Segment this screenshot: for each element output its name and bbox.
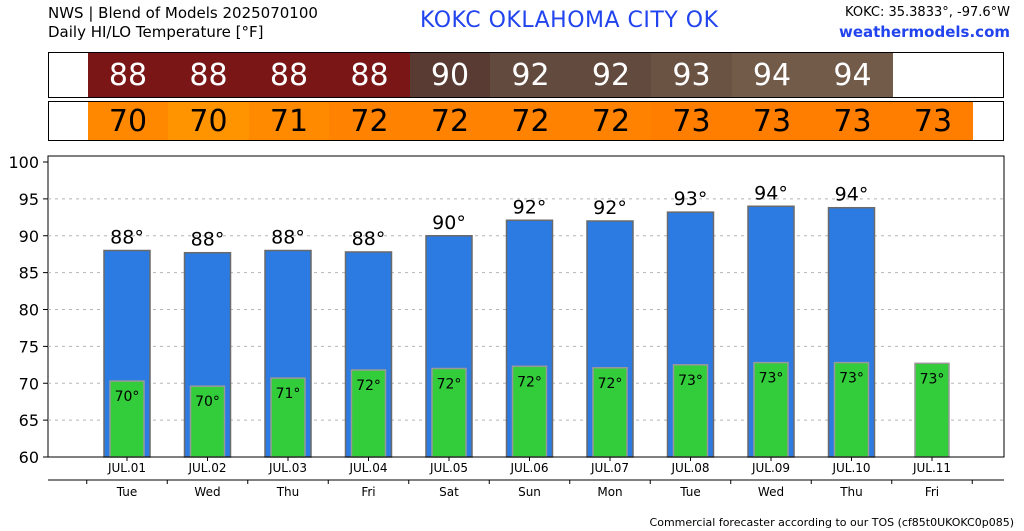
low-temp-cell: 72 xyxy=(490,102,571,140)
x-day-label: Thu xyxy=(839,485,863,499)
high-temp-label: 92° xyxy=(593,197,627,219)
low-temp-cell: 72 xyxy=(329,102,410,140)
low-temp-label: 72° xyxy=(437,377,462,393)
y-tick-label: 100 xyxy=(8,153,39,172)
high-temp-cell: 93 xyxy=(651,53,732,97)
x-day-label: Mon xyxy=(597,485,622,499)
high-temp-cell: 88 xyxy=(168,53,249,97)
high-temp-label: 93° xyxy=(674,188,708,210)
high-temp-cell xyxy=(892,53,974,97)
y-tick-label: 65 xyxy=(19,411,39,430)
high-temp-label: 90° xyxy=(432,212,466,234)
low-temp-cell: 70 xyxy=(87,102,169,140)
high-temp-cell: 92 xyxy=(490,53,571,97)
x-date-label: JUL.01 xyxy=(107,461,146,475)
x-date-label: JUL.10 xyxy=(831,461,870,475)
high-temp-label: 94° xyxy=(754,182,788,204)
high-temp-cell: 90 xyxy=(409,53,491,97)
high-temp-label: 88° xyxy=(110,227,144,249)
high-temp-label: 88° xyxy=(191,229,225,251)
x-day-label: Sat xyxy=(439,485,459,499)
low-temp-label: 73° xyxy=(920,371,945,387)
low-temp-label: 73° xyxy=(839,371,864,387)
low-temp-cell: 72 xyxy=(570,102,652,140)
low-temp-strip: 70 70 71 72 72 72 72 73 73 73 73 xyxy=(48,101,1004,141)
x-date-label: JUL.08 xyxy=(670,461,709,475)
y-tick-label: 95 xyxy=(19,190,39,209)
high-temp-cell: 94 xyxy=(731,53,813,97)
low-temp-cell: 71 xyxy=(248,102,330,140)
x-date-label: JUL.07 xyxy=(590,461,629,475)
x-day-label: Thu xyxy=(276,485,300,499)
low-temp-cell: 72 xyxy=(409,102,491,140)
station-coordinates: KOKC: 35.3833°, -97.6°W xyxy=(845,5,1010,20)
high-temp-cell: 94 xyxy=(812,53,893,97)
low-temp-label: 72° xyxy=(598,376,623,392)
low-temp-cell: 73 xyxy=(651,102,732,140)
x-day-label: Fri xyxy=(361,485,375,499)
low-temp-bar xyxy=(592,367,628,458)
low-temp-label: 73° xyxy=(759,371,784,387)
low-temp-label: 72° xyxy=(517,374,542,390)
chart-title: NWS | Blend of Models 2025070100 xyxy=(48,4,318,22)
high-temp-cell: 88 xyxy=(329,53,410,97)
site-link[interactable]: weathermodels.com xyxy=(838,23,1010,41)
low-temp-bar xyxy=(511,365,548,458)
y-tick-label: 60 xyxy=(19,448,39,467)
low-temp-label: 70° xyxy=(115,389,140,405)
x-date-label: JUL.09 xyxy=(751,461,790,475)
high-temp-strip: 88 88 88 88 90 92 92 93 94 94 xyxy=(48,52,1004,98)
x-day-label: Tue xyxy=(116,485,138,499)
x-day-label: Wed xyxy=(758,485,784,499)
high-temp-label: 92° xyxy=(513,196,547,218)
low-temp-bar xyxy=(672,364,709,458)
low-temp-bar xyxy=(270,377,306,458)
low-temp-label: 71° xyxy=(276,386,301,402)
high-temp-label: 88° xyxy=(352,228,386,250)
y-tick-label: 90 xyxy=(19,227,39,246)
low-temp-cell: 73 xyxy=(731,102,813,140)
x-day-label: Tue xyxy=(679,485,701,499)
x-date-label: JUL.06 xyxy=(509,461,548,475)
x-day-label: Fri xyxy=(925,485,939,499)
low-temp-bar xyxy=(350,369,387,458)
low-temp-label: 73° xyxy=(678,373,703,389)
y-tick-label: 80 xyxy=(19,301,39,320)
high-temp-label: 88° xyxy=(271,227,305,249)
x-day-label: Sun xyxy=(518,485,541,499)
low-temp-label: 70° xyxy=(195,394,220,410)
y-tick-label: 85 xyxy=(19,264,39,283)
chart-subtitle: Daily HI/LO Temperature [°F] xyxy=(48,23,264,41)
y-tick-label: 70 xyxy=(19,374,39,393)
low-temp-cell: 73 xyxy=(892,102,974,140)
low-temp-cell: 70 xyxy=(168,102,249,140)
y-tick-label: 75 xyxy=(19,337,39,356)
low-temp-bar xyxy=(753,361,789,458)
low-temp-cell: 73 xyxy=(812,102,893,140)
low-temp-label: 72° xyxy=(356,378,381,394)
low-temp-bar xyxy=(833,361,870,458)
x-day-label: Wed xyxy=(194,485,220,499)
footer-note: Commercial forecaster according to our T… xyxy=(649,516,1014,529)
high-temp-cell: 88 xyxy=(248,53,330,97)
high-temp-label: 94° xyxy=(835,184,869,206)
high-temp-cell: 88 xyxy=(87,53,169,97)
low-temp-bar xyxy=(431,367,467,458)
x-date-label: JUL.04 xyxy=(348,461,387,475)
x-date-label: JUL.03 xyxy=(268,461,307,475)
x-date-label: JUL.02 xyxy=(187,461,226,475)
station-name: KOKC OKLAHOMA CITY OK xyxy=(420,8,719,33)
x-date-label: JUL.11 xyxy=(912,461,951,475)
x-date-label: JUL.05 xyxy=(429,461,468,475)
high-temp-cell: 92 xyxy=(570,53,652,97)
low-temp-bar xyxy=(109,380,145,458)
